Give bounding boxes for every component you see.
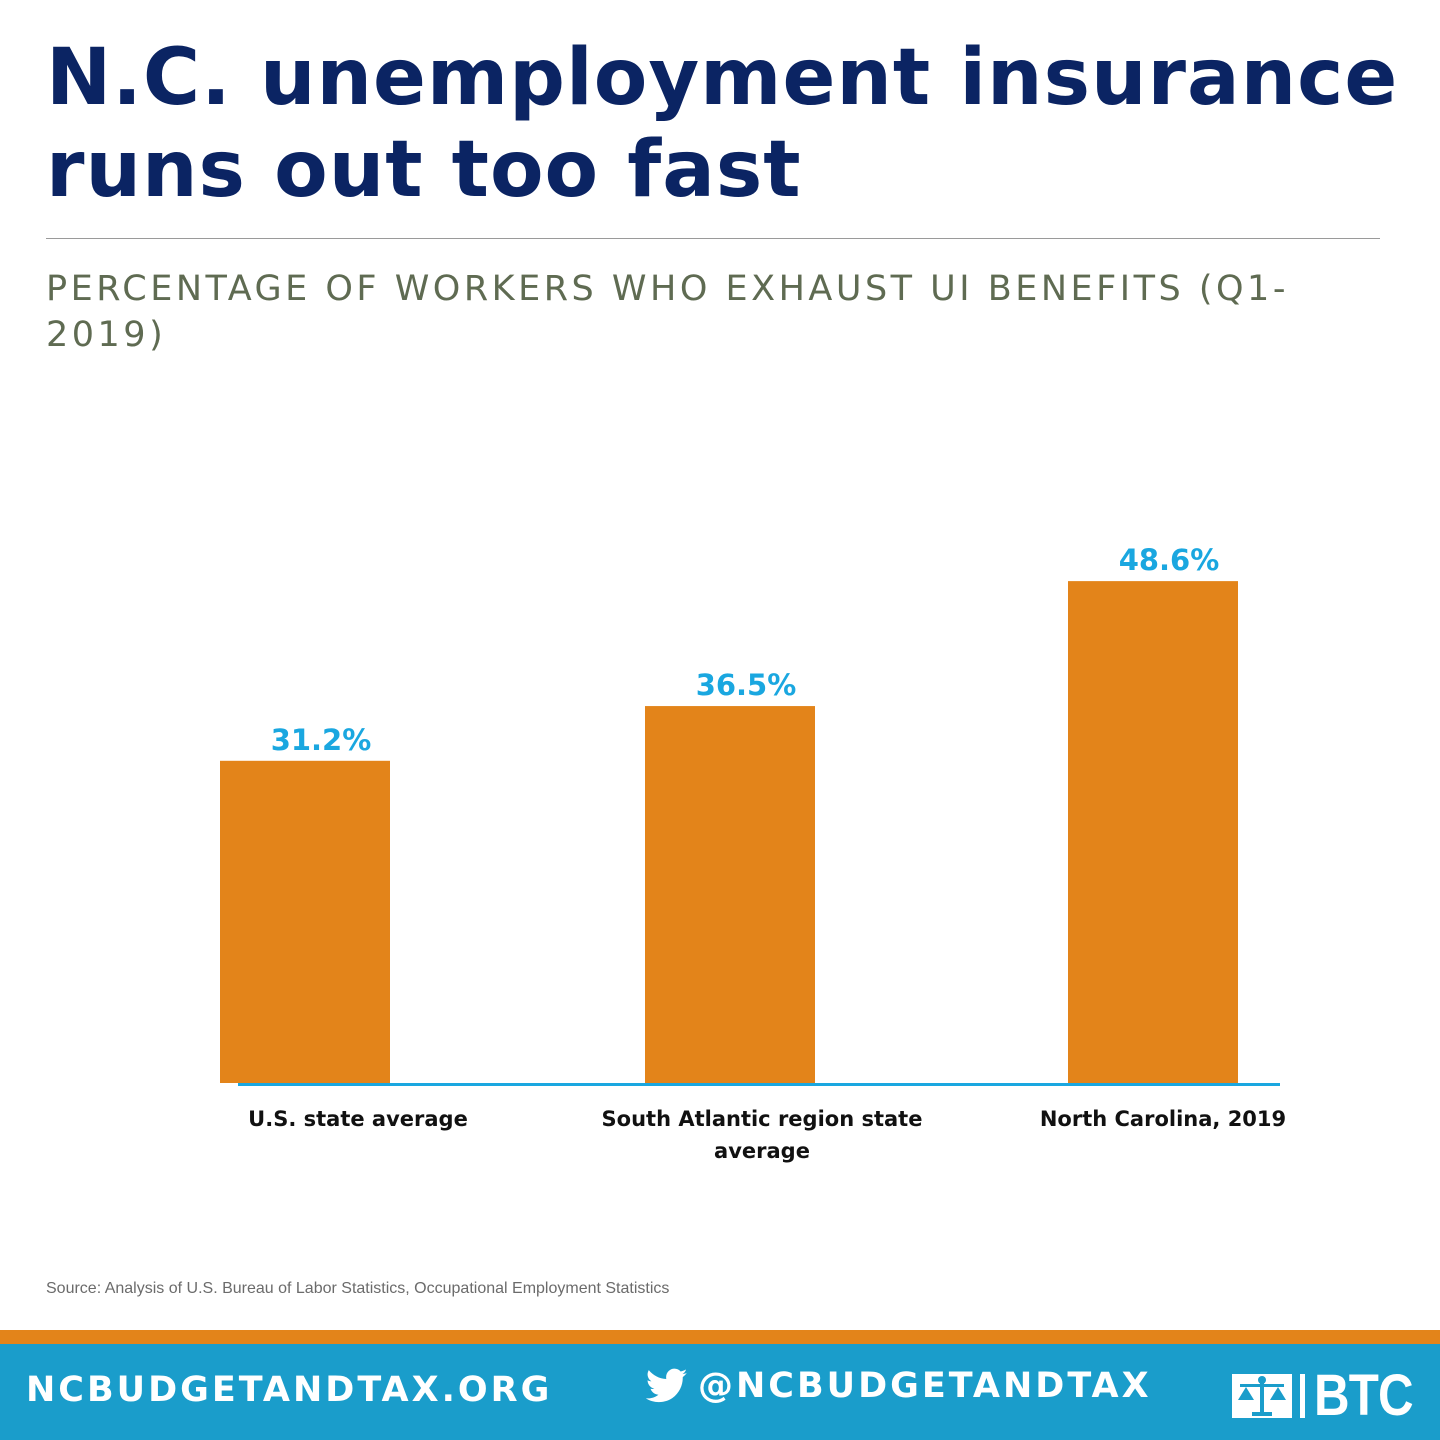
bar xyxy=(645,706,815,1083)
footer-band: NCBUDGETANDTAX.ORG @NCBUDGETANDTAX BTC xyxy=(0,1344,1440,1440)
bar xyxy=(220,760,390,1083)
btc-logo: BTC xyxy=(1230,1362,1430,1429)
bar xyxy=(1068,581,1238,1083)
twitter-bird-icon xyxy=(646,1368,688,1403)
website-link[interactable]: NCBUDGETANDTAX.ORG xyxy=(26,1370,553,1410)
twitter-handle: @NCBUDGETANDTAX xyxy=(698,1366,1152,1406)
data-label: 48.6% xyxy=(1119,543,1220,577)
justice-scale-logo-icon xyxy=(1232,1373,1292,1418)
logo-divider-bar xyxy=(1300,1373,1305,1418)
twitter-link[interactable]: @NCBUDGETANDTAX xyxy=(646,1366,1152,1406)
category-label: North Carolina, 2019 xyxy=(1040,1107,1286,1131)
source-note: Source: Analysis of U.S. Bureau of Labor… xyxy=(46,1280,670,1297)
data-label: 31.2% xyxy=(271,723,372,757)
category-label: U.S. state average xyxy=(248,1107,468,1131)
data-label: 36.5% xyxy=(696,668,797,702)
logo-text: BTC xyxy=(1314,1363,1414,1428)
bar-chart: 31.2% 36.5% 48.6% U.S. state average South A… xyxy=(220,543,1286,1163)
headline: N.C. unemployment insurance runs out too… xyxy=(46,33,1399,215)
category-label: South Atlantic region state average xyxy=(602,1107,923,1163)
footer-accent-stripe xyxy=(0,1330,1440,1344)
chart-title: PERCENTAGE OF WORKERS WHO EXHAUST UI BEN… xyxy=(46,269,1289,355)
title-divider xyxy=(46,238,1380,239)
